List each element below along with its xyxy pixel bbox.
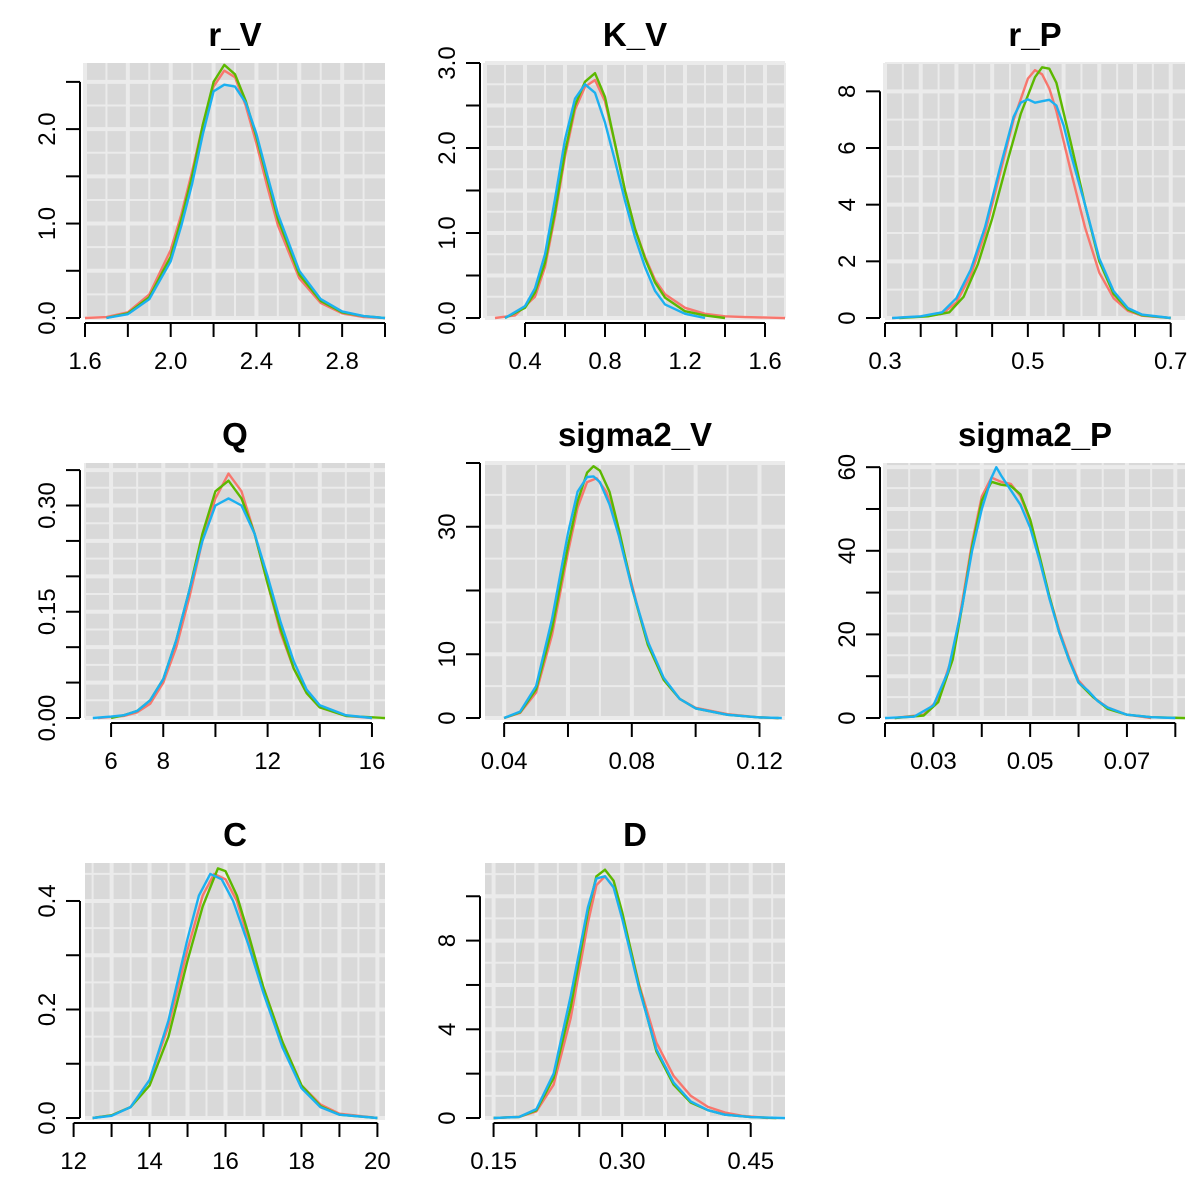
panel-sigma2-p-background xyxy=(885,463,1185,718)
panel-sigma2-p-y-tick-label: 40 xyxy=(834,537,861,564)
panel-sigma2-v-y-tick-label: 0 xyxy=(434,711,461,724)
panel-c-x-tick-label: 16 xyxy=(212,1148,239,1175)
panel-d-y-tick-label: 0 xyxy=(434,1111,461,1124)
panel-sigma2-p-y-tick-label: 20 xyxy=(834,621,861,648)
panel-r-v-x-tick-label: 1.6 xyxy=(68,348,101,375)
panel-q-x-tick-label: 8 xyxy=(157,748,170,775)
panel-sigma2-p-x-tick-label: 0.03 xyxy=(910,748,957,775)
panel-d-y-tick-label: 8 xyxy=(434,934,461,947)
panel-r-v: 1.6 2.0 2.4 2.8 0.0 1.0 2.0 r_V xyxy=(34,16,386,375)
panel-r-v-series-1-line xyxy=(84,69,386,320)
panel-sigma2-v: 0.04 0.08 0.12 0 10 30 sigma2_V xyxy=(434,416,785,775)
panel-r-p-x-tick-label: 0.5 xyxy=(1011,348,1044,375)
panel-r-v-x-tick-label: 2.4 xyxy=(240,348,273,375)
panel-q-y-tick-label: 0.00 xyxy=(34,695,61,742)
panel-sigma2-v-x-tick-label: 0.04 xyxy=(481,748,528,775)
panel-k-v-y-tick-label: 1.0 xyxy=(434,216,461,249)
panel-r-p-series-3-line xyxy=(892,98,1171,320)
panel-d-y-tick-label: 4 xyxy=(434,1023,461,1036)
panel-k-v-series-3-line xyxy=(504,83,706,320)
panel-d-x-tick-label: 0.30 xyxy=(599,1148,646,1175)
panel-q: 6 8 12 16 0.00 0.15 0.30 Q xyxy=(34,416,385,775)
panel-sigma2-p-x-tick-label: 0.07 xyxy=(1104,748,1151,775)
panel-r-p: 0.3 0.5 0.7 0 2 4 6 8 r_P xyxy=(834,16,1187,375)
panel-q-title: Q xyxy=(222,416,248,453)
panel-k-v-y-tick-label: 0.0 xyxy=(434,301,461,334)
panel-sigma2-v-x-tick-label: 0.08 xyxy=(608,748,655,775)
panel-k-v-y-tick-label: 3.0 xyxy=(434,46,461,79)
panel-r-v-y-tick-label: 2.0 xyxy=(34,112,61,145)
panel-c-y-tick-label: 0.2 xyxy=(34,993,61,1026)
panel-sigma2-p-title: sigma2_P xyxy=(958,416,1112,453)
panel-q-series-3-line xyxy=(92,497,373,720)
panel-r-p-x-tick-label: 0.3 xyxy=(868,348,901,375)
panel-sigma2-v-y-tick-label: 30 xyxy=(434,513,461,540)
panel-k-v-x-tick-label: 0.4 xyxy=(508,348,541,375)
panel-d-title: D xyxy=(623,816,647,853)
panel-q-y-tick-label: 0.15 xyxy=(34,588,61,635)
panel-r-p-title: r_P xyxy=(1008,16,1061,53)
panel-k-v-title: K_V xyxy=(603,16,667,53)
panel-q-x-tick-label: 6 xyxy=(104,748,117,775)
panel-d-x-tick-label: 0.45 xyxy=(727,1148,774,1175)
panel-c-x-tick-label: 12 xyxy=(60,1148,87,1175)
panel-sigma2-p: 0.03 0.05 0.07 0 20 40 60 sigma2_P xyxy=(834,416,1186,775)
panel-q-x-tick-label: 12 xyxy=(254,748,281,775)
panel-r-v-x-tick-label: 2.8 xyxy=(325,348,358,375)
panel-r-v-title: r_V xyxy=(208,16,261,53)
panel-k-v-series-2-line xyxy=(504,72,726,320)
panel-sigma2-p-x-tick-label: 0.05 xyxy=(1007,748,1054,775)
panel-r-p-y-tick-label: 8 xyxy=(834,85,861,98)
panel-q-y-tick-label: 0.30 xyxy=(34,482,61,529)
panel-sigma2-v-title: sigma2_V xyxy=(558,416,712,453)
panel-r-p-y-tick-label: 6 xyxy=(834,141,861,154)
panel-r-p-x-tick-label: 0.7 xyxy=(1154,348,1187,375)
panel-r-v-y-tick-label: 1.0 xyxy=(34,207,61,240)
panel-r-v-y-tick-label: 0.0 xyxy=(34,301,61,334)
panel-sigma2-v-y-tick-label: 10 xyxy=(434,641,461,668)
panel-q-x-tick-label: 16 xyxy=(359,748,386,775)
panel-r-v-series-2-line xyxy=(106,63,386,320)
panel-r-p-y-tick-label: 0 xyxy=(834,311,861,324)
panel-d-background xyxy=(485,863,785,1118)
panel-sigma2-v-x-tick-label: 0.12 xyxy=(736,748,783,775)
panel-sigma2-p-y-tick-label: 60 xyxy=(834,454,861,481)
panel-r-v-x-tick-label: 2.0 xyxy=(154,348,187,375)
panel-c-y-tick-label: 0.4 xyxy=(34,884,61,917)
panel-k-v-y-tick-label: 2.0 xyxy=(434,131,461,164)
panel-sigma2-p-y-tick-label: 0 xyxy=(834,711,861,724)
panel-r-p-y-tick-label: 4 xyxy=(834,198,861,211)
panel-c-x-tick-label: 18 xyxy=(288,1148,315,1175)
panel-sigma2-p-series-3-line xyxy=(884,466,1176,720)
panel-k-v: 0.4 0.8 1.2 1.6 0.0 1.0 2.0 3.0 K_V xyxy=(434,16,786,375)
panel-c-series-2-line xyxy=(92,867,378,1120)
panel-k-v-x-tick-label: 1.2 xyxy=(668,348,701,375)
panel-r-p-series-2-line xyxy=(899,66,1171,320)
panel-sigma2-v-series-3-line xyxy=(503,475,782,720)
panel-c-y-tick-label: 0.0 xyxy=(34,1101,61,1134)
panel-k-v-x-tick-label: 0.8 xyxy=(588,348,621,375)
panel-d-x-tick-label: 0.15 xyxy=(470,1148,517,1175)
panel-r-p-background xyxy=(885,63,1185,318)
panel-d-series-3-line xyxy=(493,875,786,1120)
panel-c-title: C xyxy=(223,816,247,853)
panel-k-v-x-tick-label: 1.6 xyxy=(748,348,781,375)
panel-c-x-tick-label: 20 xyxy=(364,1148,391,1175)
panel-d: 0.15 0.30 0.45 0 4 8 D xyxy=(434,816,786,1175)
panel-c: 12 14 16 18 20 0.0 0.2 0.4 C xyxy=(34,816,391,1175)
panel-r-p-y-tick-label: 2 xyxy=(834,255,861,268)
panel-c-x-tick-label: 14 xyxy=(136,1148,163,1175)
panel-c-series-3-line xyxy=(92,872,378,1120)
panel-r-v-series-3-line xyxy=(106,83,386,320)
